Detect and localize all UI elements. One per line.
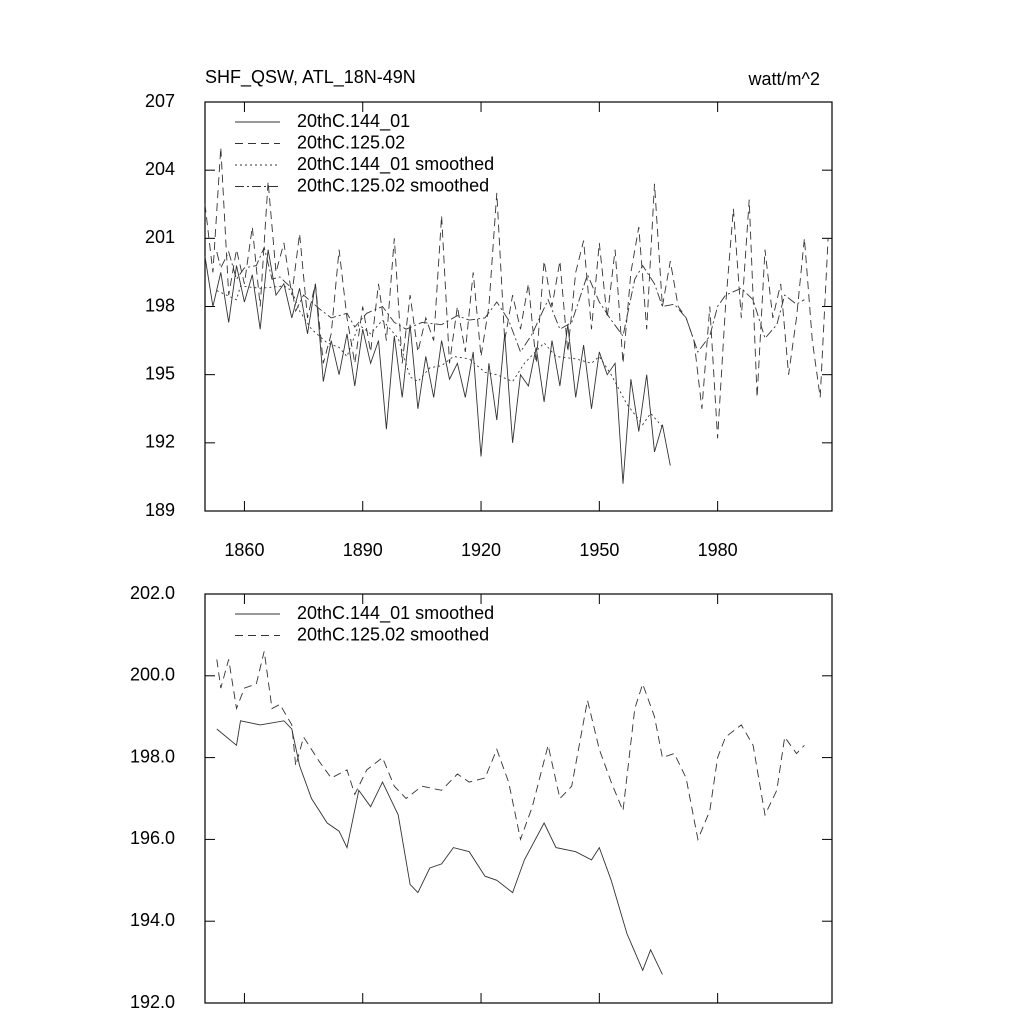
y-tick-label: 207 [145,91,175,111]
y-tick-label: 202.0 [130,583,175,603]
legend-label: 20thC.125.02 smoothed [297,624,489,644]
legend-label: 20thC.144_01 smoothed [297,154,494,175]
data-line [204,249,671,484]
legend-label: 20thC.144_01 [297,111,410,132]
y-tick-label: 195 [145,363,175,383]
units-label: watt/m^2 [748,69,820,89]
y-tick-label: 196.0 [130,828,175,848]
chart-title: SHF_QSW, ATL_18N-49N [205,67,416,88]
x-tick-label: 1920 [461,540,501,560]
x-tick-label: 1980 [698,540,738,560]
legend-label: 20thC.144_01 smoothed [297,603,494,624]
y-tick-label: 198 [145,295,175,315]
y-tick-label: 194.0 [130,910,175,930]
x-tick-label: 1860 [224,540,264,560]
data-line [216,651,805,842]
x-tick-label: 1890 [343,540,383,560]
plot-frame [204,593,833,1004]
data-line [216,285,663,428]
legend-label: 20thC.125.02 smoothed [297,175,489,195]
x-tick-label: 1950 [579,540,619,560]
y-tick-label: 198.0 [130,746,175,766]
y-tick-label: 189 [145,500,175,520]
y-tick-label: 200.0 [130,665,175,685]
y-tick-label: 192.0 [130,992,175,1012]
y-tick-label: 192 [145,432,175,452]
data-line [216,720,663,975]
y-tick-label: 204 [145,159,175,179]
data-line [216,245,805,353]
y-tick-label: 201 [145,227,175,247]
legend-label: 20thC.125.02 [297,132,405,152]
